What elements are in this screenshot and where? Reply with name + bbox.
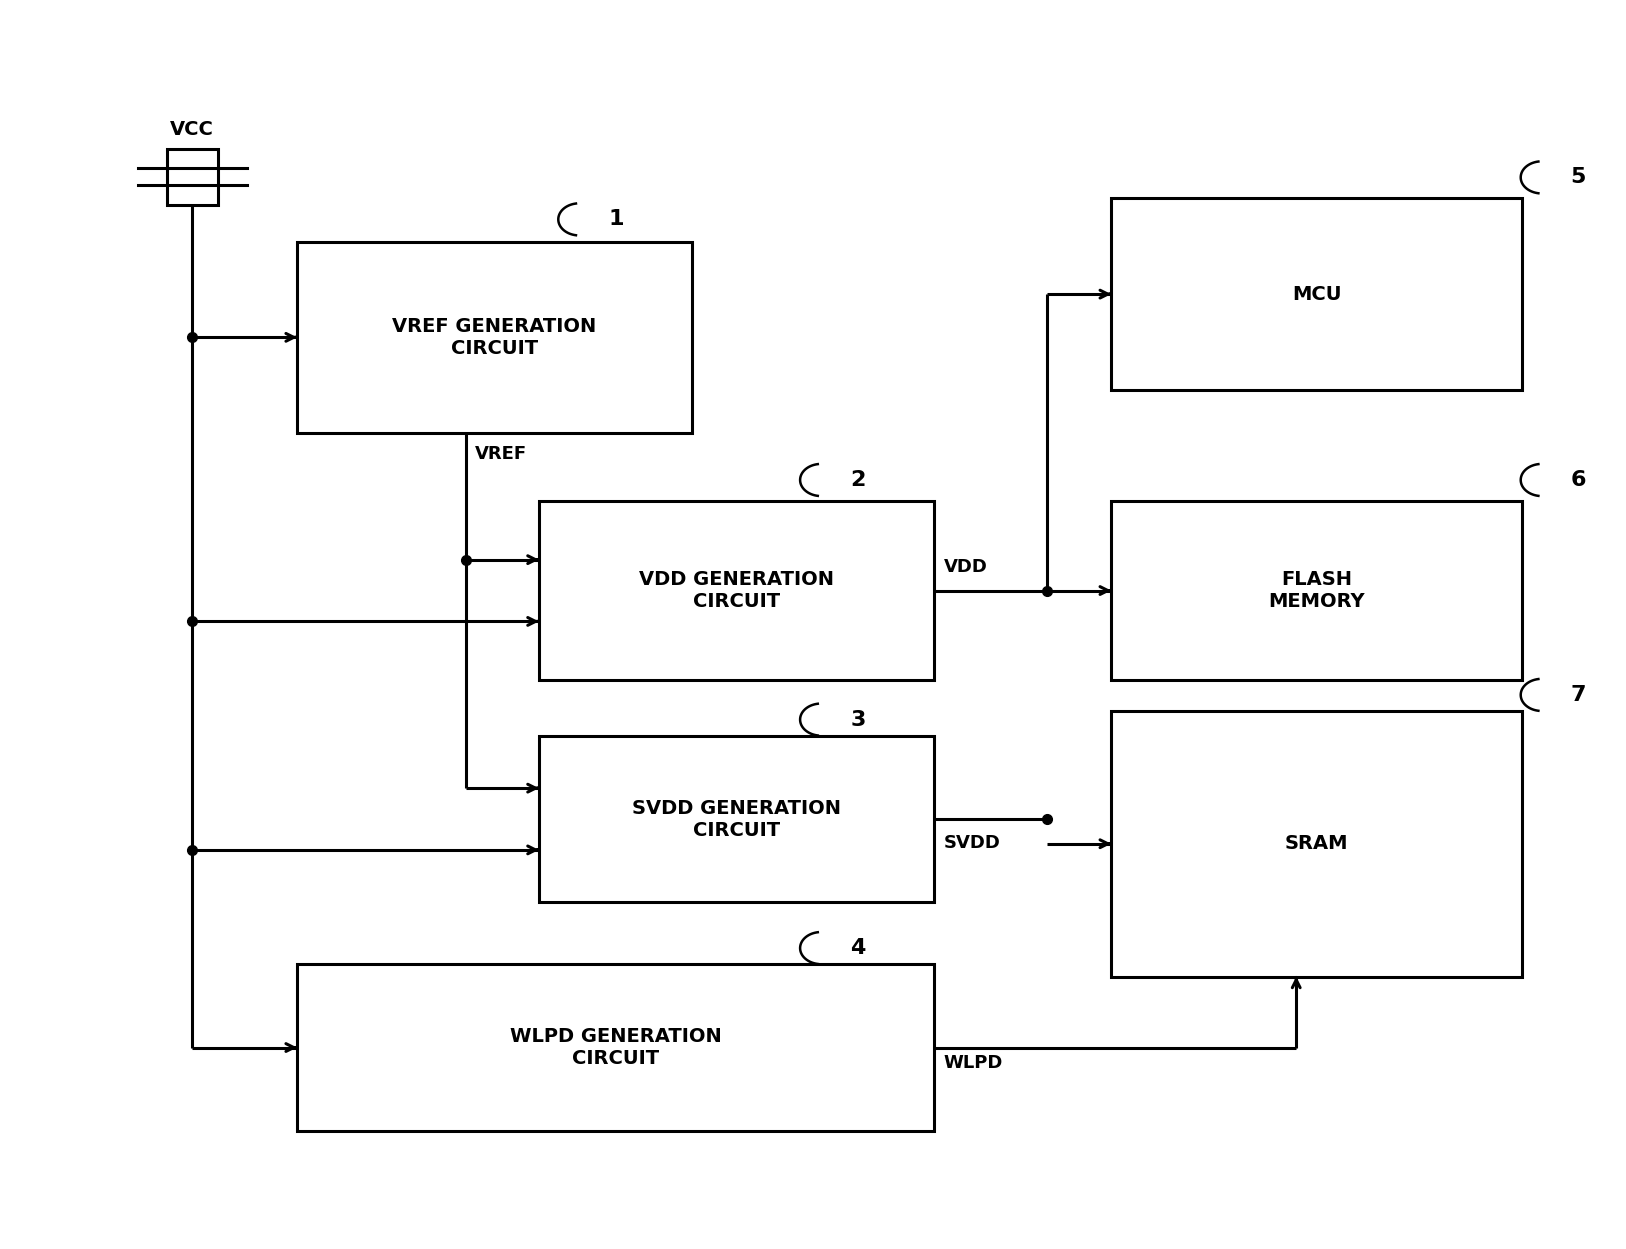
Text: 5: 5 <box>1571 167 1585 187</box>
Text: 1: 1 <box>608 210 624 230</box>
Text: WLPD GENERATION
CIRCUIT: WLPD GENERATION CIRCUIT <box>509 1027 722 1068</box>
Text: 3: 3 <box>850 709 865 729</box>
Text: WLPD: WLPD <box>943 1054 1003 1072</box>
Bar <box>298 964 933 1130</box>
Bar <box>1111 199 1522 390</box>
Text: VDD GENERATION
CIRCUIT: VDD GENERATION CIRCUIT <box>639 570 834 611</box>
Text: SRAM: SRAM <box>1285 834 1348 853</box>
Text: SVDD: SVDD <box>943 834 1000 852</box>
Bar <box>298 241 693 433</box>
Bar <box>538 501 933 679</box>
Bar <box>538 736 933 902</box>
Text: 4: 4 <box>850 938 865 958</box>
Text: VREF: VREF <box>475 446 527 463</box>
Text: SVDD GENERATION
CIRCUIT: SVDD GENERATION CIRCUIT <box>633 798 841 839</box>
Text: MCU: MCU <box>1293 285 1341 304</box>
Text: VCC: VCC <box>171 120 215 139</box>
Text: FLASH
MEMORY: FLASH MEMORY <box>1268 570 1366 611</box>
Text: VDD: VDD <box>943 558 987 576</box>
Text: 7: 7 <box>1571 684 1587 704</box>
Bar <box>1111 711 1522 977</box>
Text: VREF GENERATION
CIRCUIT: VREF GENERATION CIRCUIT <box>392 317 597 357</box>
Text: 2: 2 <box>850 470 865 490</box>
Text: 6: 6 <box>1571 470 1587 490</box>
Bar <box>166 149 218 205</box>
Bar <box>1111 501 1522 679</box>
